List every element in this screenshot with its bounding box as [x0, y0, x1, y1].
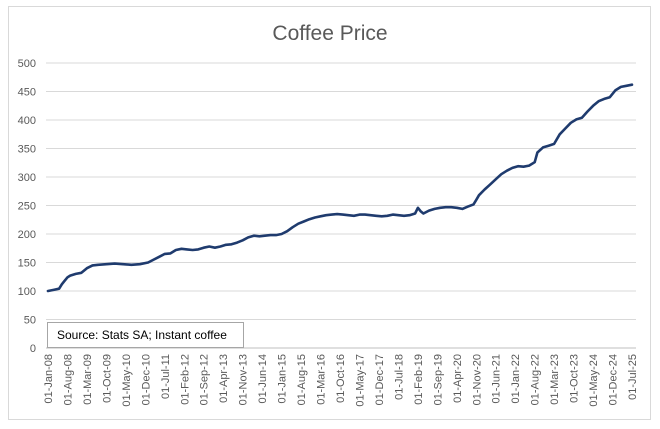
y-tick-label: 150	[18, 258, 36, 270]
x-tick-label: 01-Mar-16	[316, 354, 328, 405]
x-tick-label: 01-Jan-22	[510, 354, 522, 404]
gridlines	[46, 62, 636, 349]
y-tick-label: 0	[30, 343, 36, 355]
x-tick-label: 01-Oct-16	[335, 354, 347, 403]
x-tick-label: 01-Jun-21	[491, 354, 503, 404]
y-tick-label: 350	[18, 144, 36, 156]
x-tick-label: 01-Mar-09	[82, 354, 94, 405]
x-tick-label: 01-Dec-24	[608, 354, 620, 405]
y-tick-label: 50	[24, 315, 36, 327]
y-tick-label: 450	[18, 87, 36, 99]
x-tick-label: 01-Jan-15	[277, 354, 289, 404]
y-tick-label: 300	[18, 172, 36, 184]
x-tick-label: 01-May-24	[588, 354, 600, 407]
x-tick-label: 01-Dec-17	[374, 354, 386, 405]
x-tick-label: 01-Feb-19	[413, 354, 425, 405]
source-annotation: Source: Stats SA; Instant coffee	[47, 322, 244, 348]
x-tick-label: 01-Apr-20	[452, 354, 464, 403]
x-tick-label: 01-Jan-08	[43, 354, 55, 404]
y-axis-ticks: 0 50 100 150 200 250 300 350 400 450 500	[18, 58, 36, 355]
x-tick-label: 01-Oct-23	[569, 354, 581, 403]
x-tick-label: 01-Nov-20	[471, 354, 483, 405]
x-tick-label: 01-Jun-14	[257, 354, 269, 404]
x-tick-label: 01-Apr-13	[218, 354, 230, 403]
x-tick-label: 01-Sep-12	[199, 354, 211, 405]
y-tick-label: 100	[18, 286, 36, 298]
x-tick-label: 01-Nov-13	[238, 354, 250, 405]
y-tick-label: 500	[18, 58, 36, 70]
x-tick-label: 01-Oct-09	[101, 354, 113, 403]
series-line-instant-coffee	[46, 83, 634, 293]
y-tick-label: 400	[18, 115, 36, 127]
x-tick-label: 01-Jul-18	[393, 354, 405, 400]
x-axis-ticks: 01-Jan-08 01-Aug-08 01-Mar-09 01-Oct-09 01-M…	[43, 354, 639, 407]
y-tick-label: 200	[18, 229, 36, 241]
chart-title: Coffee Price	[272, 22, 387, 45]
chart-frame	[8, 6, 651, 420]
x-tick-label: 01-Dec-10	[140, 354, 152, 405]
x-tick-label: 01-Mar-23	[549, 354, 561, 405]
x-tick-label: 01-Jul-25	[627, 354, 639, 400]
x-tick-label: 01-Aug-15	[296, 354, 308, 405]
x-tick-label: 01-Jul-11	[160, 354, 172, 399]
x-tick-label: 01-Aug-08	[62, 354, 74, 405]
x-tick-label: 01-Sep-19	[432, 354, 444, 405]
x-tick-label: 01-Feb-12	[179, 354, 191, 405]
x-tick-label: 01-May-10	[121, 354, 133, 407]
x-tick-label: 01-May-17	[354, 354, 366, 407]
x-tick-label: 01-Aug-22	[530, 354, 542, 405]
y-tick-label: 250	[18, 201, 36, 213]
